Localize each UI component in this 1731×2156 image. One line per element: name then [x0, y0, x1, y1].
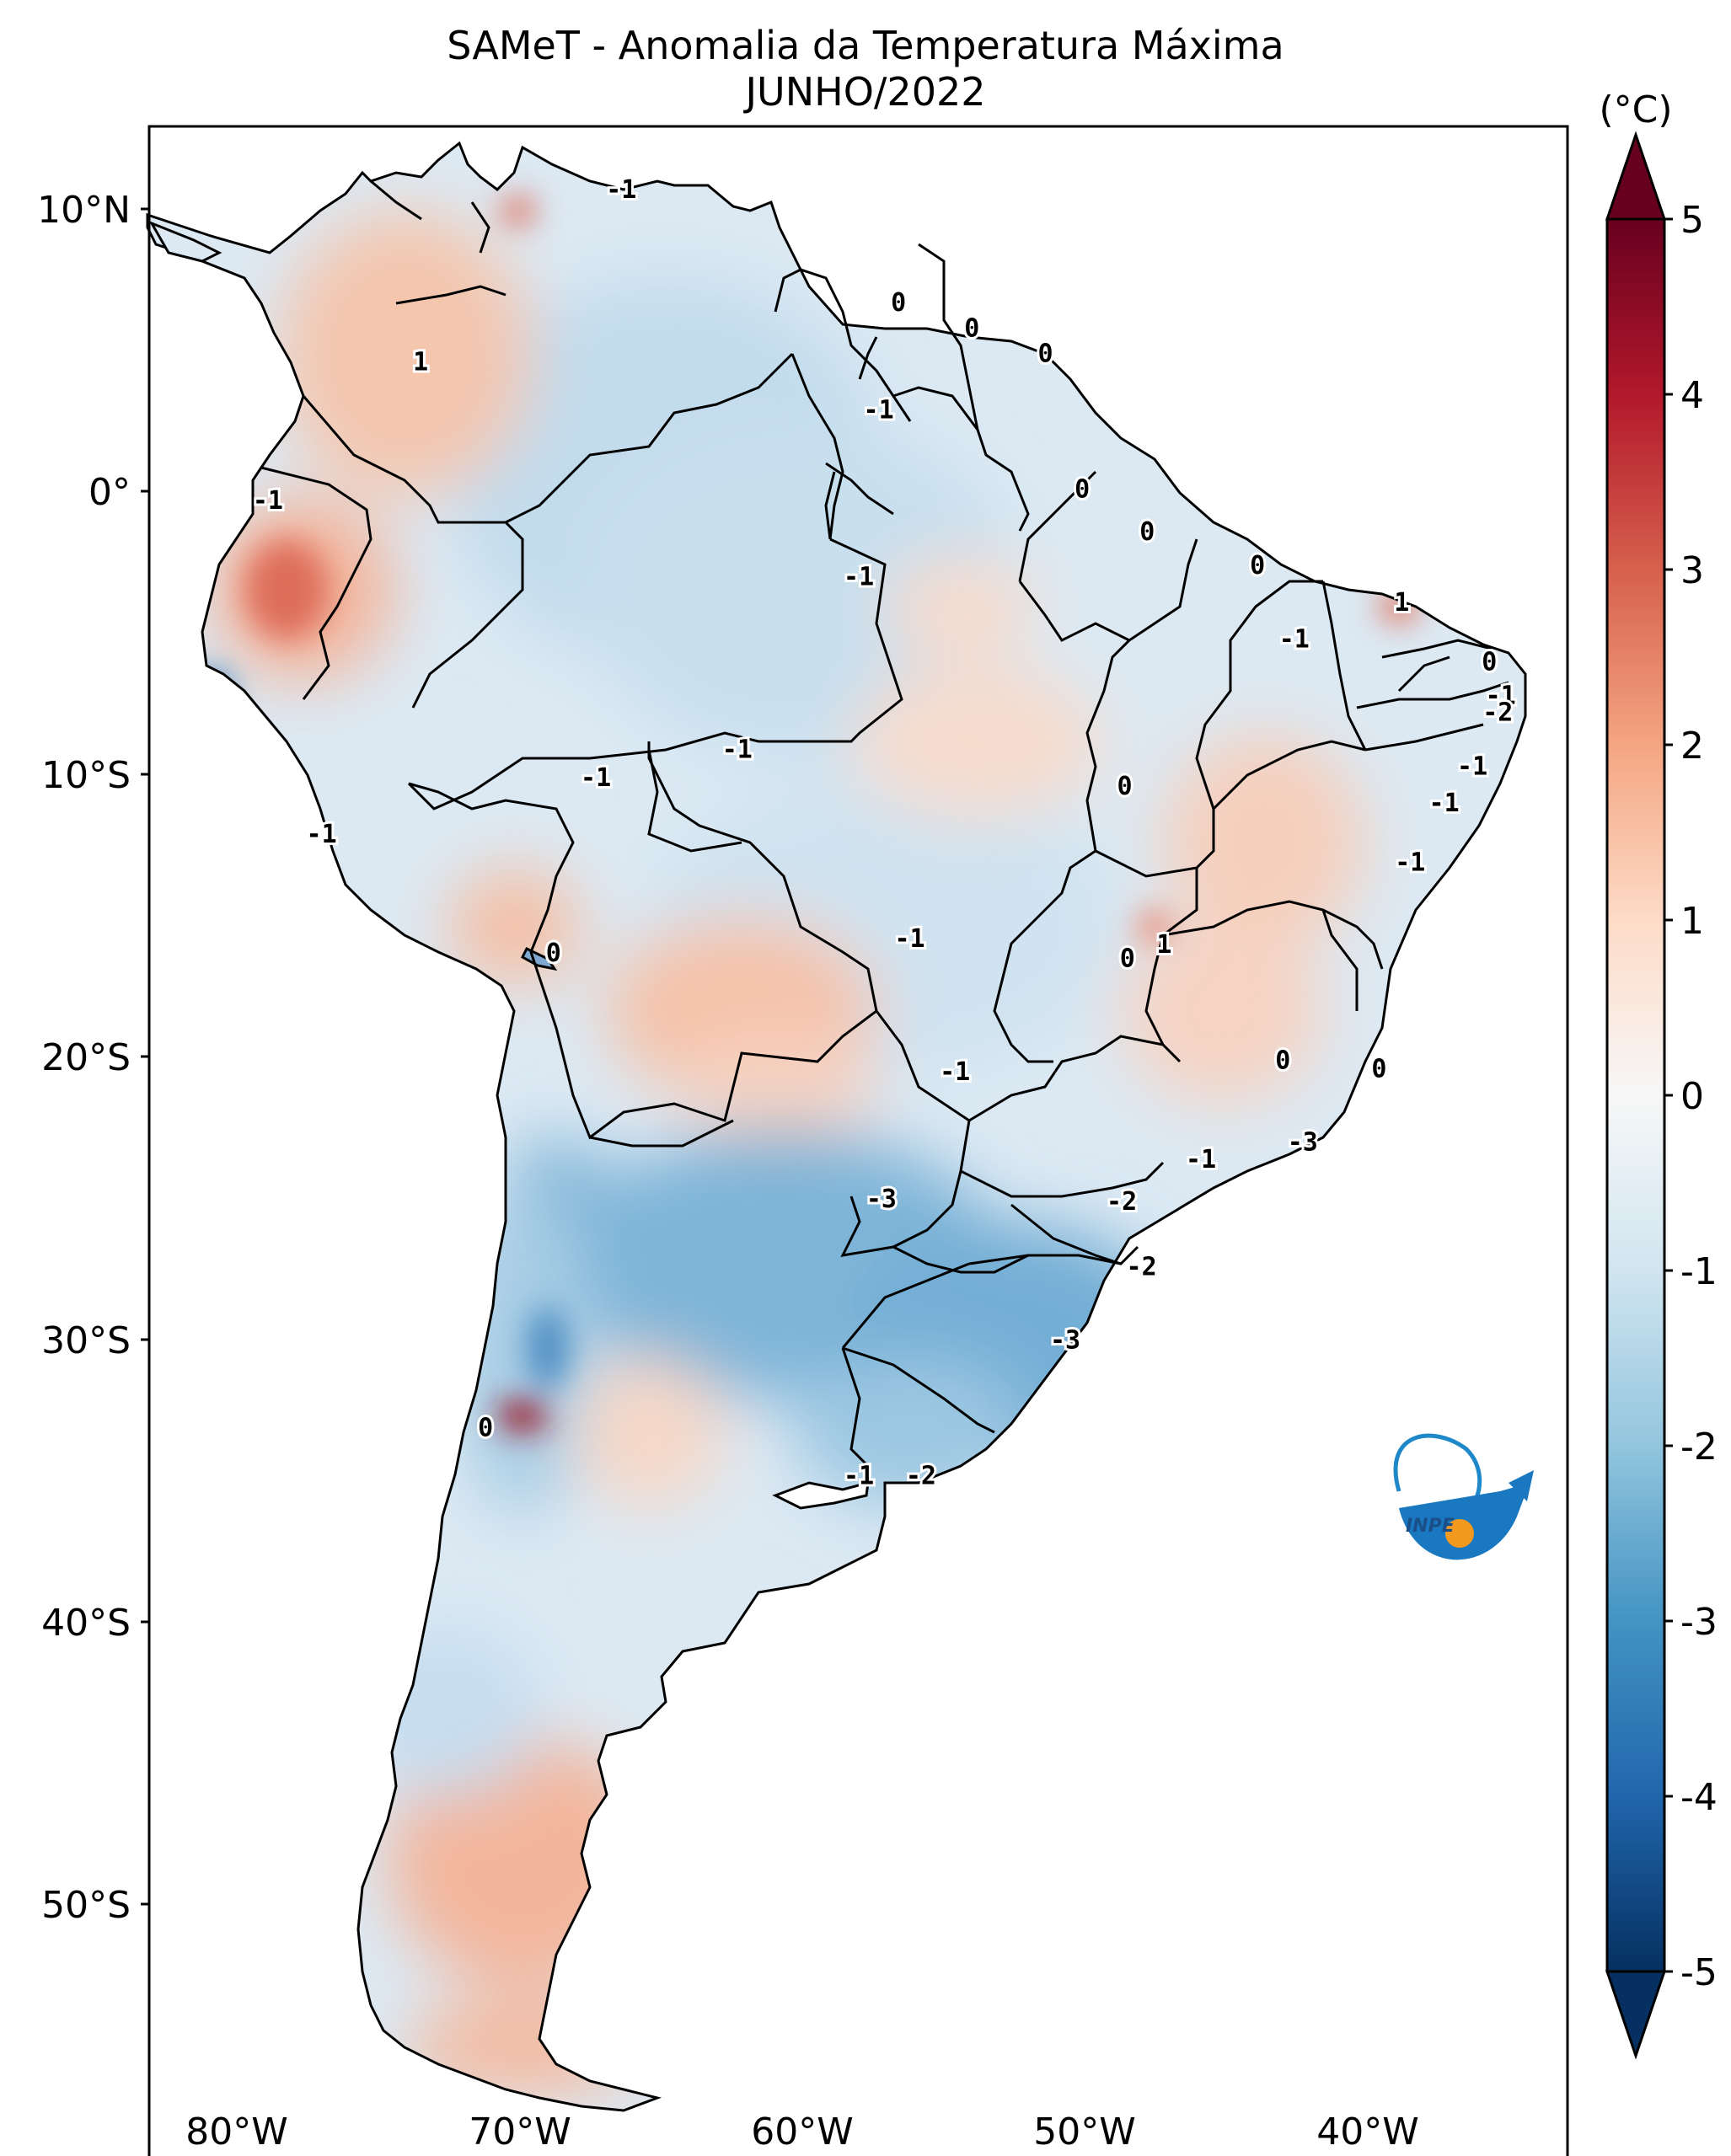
colorbar-tick-label: -1	[1680, 1250, 1718, 1293]
contour-label: -1	[864, 396, 894, 425]
contour-label: -1	[1429, 789, 1460, 818]
map-title: SAMeT - Anomalia da Temperatura Máxima	[447, 23, 1284, 68]
colorbar-tick-label: -4	[1680, 1776, 1718, 1819]
contour-label: 1	[1156, 930, 1171, 960]
political-boundaries	[260, 179, 1509, 1468]
contour-label: -2	[1482, 698, 1513, 728]
logo-orbit-icon	[1393, 1433, 1482, 1510]
contour-label: -1	[940, 1057, 970, 1087]
contour-label: 0	[1250, 551, 1265, 580]
lon-label: 70°W	[469, 2111, 571, 2153]
contour-label: 0	[1482, 647, 1497, 677]
lat-label: 40°S	[41, 1602, 131, 1645]
colorbar-tick-label: -2	[1680, 1426, 1718, 1469]
colorbar-tick-label: 1	[1680, 900, 1704, 943]
map-subtitle: JUNHO/2022	[745, 69, 986, 115]
colorbar-unit: (°C)	[1599, 88, 1672, 131]
colorbar-tick-label: 3	[1680, 549, 1704, 592]
contour-label: -1	[722, 735, 753, 764]
contour-label: 1	[413, 348, 428, 377]
contour-label: 0	[1371, 1054, 1386, 1083]
contour-label: -1	[253, 486, 283, 516]
lon-label: 80°W	[185, 2111, 288, 2153]
contour-label: -3	[1050, 1326, 1080, 1356]
lat-label: 10°S	[41, 754, 131, 797]
contour-label: 0	[1075, 475, 1090, 505]
contour-label: -1	[581, 763, 611, 793]
lat-label: 20°S	[41, 1036, 131, 1079]
lon-label: 60°W	[751, 2111, 854, 2153]
contour-label: 0	[1275, 1046, 1290, 1075]
logo-text: INPE	[1406, 1516, 1455, 1537]
lat-label: 30°S	[41, 1319, 131, 1362]
contour-label: 0	[1139, 517, 1155, 547]
contour-label: -3	[1288, 1128, 1318, 1158]
lat-tick-labels: 10°N 0° 10°S 20°S 30°S 40°S 50°S	[37, 189, 131, 1927]
contour-label: -3	[866, 1185, 897, 1214]
colorbar-tick-label: 2	[1680, 725, 1704, 768]
contour-label: -1	[1457, 752, 1487, 781]
falklands-outline	[772, 1480, 870, 1510]
lat-label: 0°	[88, 471, 131, 514]
island-outline	[148, 221, 222, 263]
contour-label: -1	[1279, 625, 1310, 655]
colorbar-tick-label: 5	[1680, 199, 1704, 242]
colorbar: (°C) 5 4 3 2 1 0 -1 -2 -3 -4 -5	[1599, 88, 1718, 2060]
colorbar-max-extension	[1605, 131, 1667, 221]
contour-label: -1	[844, 563, 874, 592]
contour-label: 0	[891, 288, 906, 318]
contour-label: -1	[1186, 1145, 1216, 1174]
contour-label: 0	[1037, 340, 1053, 369]
colorbar-min-extension	[1605, 1970, 1667, 2060]
lat-label: 50°S	[41, 1884, 131, 1927]
map-frame	[147, 125, 1569, 2156]
contour-label: -1	[844, 1462, 874, 1491]
colorbar-tick-label: -3	[1680, 1601, 1718, 1644]
contour-label: -1	[307, 820, 337, 849]
colorbar-tick-label: -5	[1680, 1951, 1718, 1994]
colorbar-tick-label: 0	[1680, 1075, 1704, 1118]
contour-label: 0	[1117, 772, 1132, 801]
logo-sun-icon	[1445, 1519, 1474, 1548]
contour-label: -2	[906, 1462, 936, 1491]
contour-label: 0	[964, 313, 979, 343]
contour-label: -1	[894, 924, 924, 954]
colorbar-tick-label: 4	[1680, 374, 1704, 417]
contour-label: -1	[606, 175, 636, 205]
lat-label: 10°N	[37, 189, 131, 232]
contour-label: 0	[546, 939, 561, 968]
contour-label: -1	[1486, 682, 1516, 711]
contour-label: -2	[1127, 1252, 1157, 1281]
logo-arrow-icon	[1509, 1470, 1534, 1501]
lon-label: 50°W	[1033, 2111, 1136, 2153]
inpe-logo: INPE	[1393, 1433, 1534, 1560]
lon-label: 40°W	[1316, 2111, 1419, 2153]
lat-tick-marks	[141, 207, 149, 1906]
contour-label: 1	[1394, 588, 1409, 618]
colorbar-gradient	[1605, 217, 1666, 1973]
contour-label: 0	[1120, 944, 1135, 974]
lon-tick-labels: 80°W 70°W 60°W 50°W 40°W	[185, 2111, 1419, 2153]
contour-label: 0	[478, 1414, 493, 1443]
contour-label: -2	[1107, 1187, 1137, 1217]
contour-label: -1	[1395, 848, 1425, 878]
